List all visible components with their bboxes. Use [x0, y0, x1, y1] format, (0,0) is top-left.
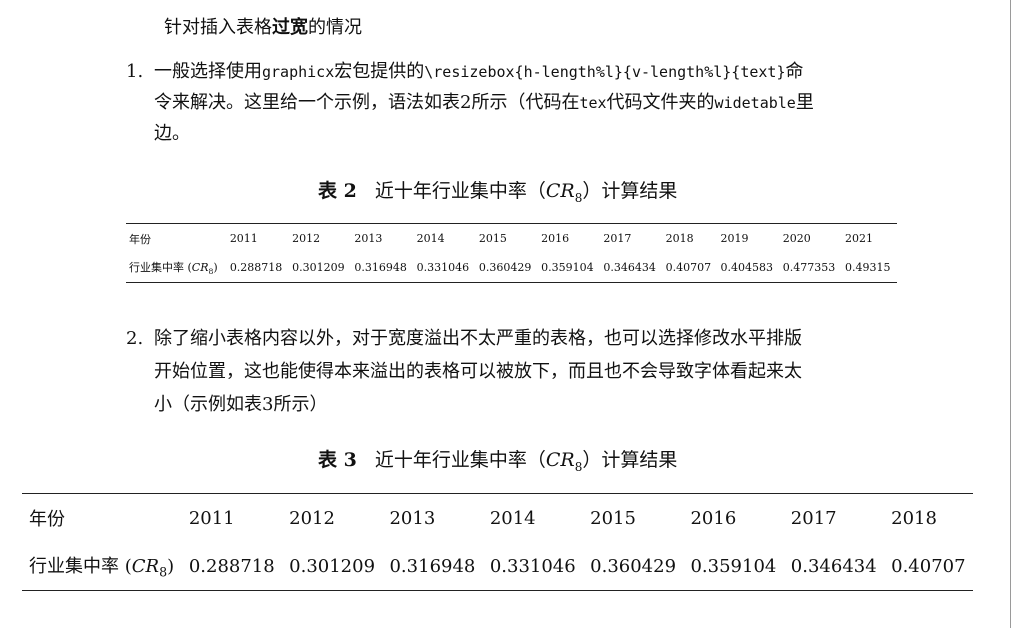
- item1-text-d: 令来解决。这里给一个示例，语法如表2所示（代码在: [154, 92, 580, 113]
- table2-year: 2016: [541, 232, 570, 245]
- table2-header-label: 年份: [129, 232, 151, 246]
- item2-line-1: 除了缩小表格内容以外，对于宽度溢出不太严重的表格，也可以选择修改水平排版: [154, 328, 802, 349]
- table2-year: 2011: [229, 232, 258, 245]
- table3-value: 0.359104: [690, 555, 777, 577]
- item1-line-2: 令来解决。这里给一个示例，语法如表2所示（代码在tex代码文件夹的widetab…: [154, 87, 814, 119]
- table2-caption-label: 表 2: [318, 180, 357, 202]
- table3-year: 2018: [891, 507, 937, 529]
- table2-row-label: 行业集中率 (CR8): [126, 253, 227, 283]
- table3-caption-label: 表 3: [318, 449, 357, 471]
- item1-code-widetable: widetable: [714, 94, 796, 112]
- table2-row-label-text: 行业集中率 (: [129, 260, 192, 274]
- table2-data-row: 行业集中率 (CR8) 0.288718 0.301209 0.316948 0…: [126, 253, 897, 283]
- table3: 年份 2011 2012 2013 2014 2015 2016 2017 20…: [22, 493, 973, 591]
- table2-year: 2015: [478, 232, 507, 245]
- table2-caption-end: ）计算结果: [582, 180, 678, 202]
- table3-caption-math: CR: [545, 449, 575, 471]
- table2-year: 2017: [603, 232, 632, 245]
- table2-year: 2020: [782, 232, 811, 245]
- table2-caption-sub: 8: [574, 190, 583, 205]
- table2-row-sub: 8: [208, 267, 214, 277]
- table2-value: 0.316948: [354, 261, 407, 274]
- table3-row-sub: 8: [159, 564, 168, 580]
- table2-value: 0.346434: [603, 261, 656, 274]
- table3-row-label-text: 行业集中率 (: [29, 556, 132, 578]
- table3-value: 0.301209: [289, 555, 376, 577]
- page-right-border: [1010, 0, 1011, 628]
- table2-caption-text: 近十年行业集中率（: [374, 180, 546, 202]
- table3-value: 0.316948: [389, 555, 476, 577]
- table2-year: 2019: [720, 232, 749, 245]
- item1-text-e: 代码文件夹的: [606, 92, 715, 113]
- table3-header-label: 年份: [29, 509, 65, 530]
- item1-text-a: 一般选择使用: [154, 61, 262, 82]
- table2-value: 0.477353: [782, 261, 836, 274]
- intro-paragraph: 针对插入表格过宽的情况: [164, 16, 362, 40]
- item1-text-f: 里: [795, 92, 814, 113]
- intro-text-before: 针对插入表格: [164, 17, 272, 38]
- item1-text-b: 宏包提供的: [334, 61, 425, 82]
- table3-year: 2013: [389, 507, 436, 529]
- table3-row-math: CR: [131, 556, 160, 578]
- table2-value: 0.288718: [229, 261, 283, 274]
- item1-code-tex: tex: [579, 94, 607, 112]
- table3-value: 0.288718: [188, 555, 275, 577]
- list-number-1: 1.: [126, 61, 144, 82]
- table3-value: 0.346434: [790, 555, 877, 577]
- table2-value: 0.49315: [845, 261, 891, 274]
- table3-caption-sub: 8: [574, 459, 583, 474]
- table2-value: 0.301209: [292, 261, 345, 274]
- table3-data-row: 行业集中率 (CR8) 0.288718 0.301209 0.316948 0…: [22, 542, 973, 591]
- item1-code-resizebox: \resizebox{h-length%l}{v-length%l}{text}: [424, 63, 786, 81]
- table2-row-math: CR: [191, 260, 209, 274]
- table3-caption-text: 近十年行业集中率（: [374, 449, 546, 471]
- table2-value: 0.40707: [665, 261, 712, 274]
- table3-value: 0.331046: [489, 555, 576, 577]
- table3-year: 2016: [690, 507, 737, 529]
- list-number-2: 2.: [126, 328, 144, 349]
- item1-code-graphicx: graphicx: [262, 63, 335, 81]
- table3-row-close: ): [167, 556, 175, 578]
- table2-value: 0.404583: [720, 261, 773, 274]
- item2-line-3: 小（示例如表3所示）: [154, 394, 328, 415]
- table2: 年份 2011 2012 2013 2014 2015 2016 2017 20…: [126, 223, 897, 283]
- table3-year: 2017: [790, 507, 837, 529]
- table2-caption-math: CR: [545, 180, 575, 202]
- table2-caption: 表 2 近十年行业集中率（CR8）计算结果: [318, 176, 677, 205]
- item1-text-c: 命: [785, 61, 804, 82]
- item1-line-3: 边。: [154, 123, 190, 144]
- table2-row-close: ): [213, 260, 218, 274]
- table2-value: 0.359104: [541, 261, 594, 274]
- table3-caption-end: ）计算结果: [582, 449, 678, 471]
- table3-value: 0.360429: [590, 555, 677, 577]
- table3-value: 0.40707: [891, 555, 966, 577]
- table3-year: 2011: [188, 507, 235, 529]
- intro-text-after: 的情况: [308, 17, 362, 38]
- table3-row-label: 行业集中率 (CR8): [22, 542, 182, 591]
- table2-year: 2014: [416, 232, 445, 245]
- table3-header-row: 年份 2011 2012 2013 2014 2015 2016 2017 20…: [22, 494, 973, 543]
- table2-year: 2021: [845, 232, 874, 245]
- table2-header-row: 年份 2011 2012 2013 2014 2015 2016 2017 20…: [126, 224, 897, 254]
- table2-year: 2012: [292, 232, 321, 245]
- table3-caption: 表 3 近十年行业集中率（CR8）计算结果: [318, 445, 677, 474]
- table2-year: 2018: [665, 232, 694, 245]
- table2-value: 0.331046: [416, 261, 470, 274]
- table3-year: 2015: [590, 507, 636, 529]
- table3-year: 2012: [289, 507, 335, 529]
- intro-text-bold: 过宽: [272, 17, 308, 38]
- item2-line-2: 开始位置，这也能使得本来溢出的表格可以被放下，而且也不会导致字体看起来太: [154, 361, 802, 382]
- item1-line-1: 一般选择使用graphicx宏包提供的\resizebox{h-length%l…: [154, 56, 803, 88]
- table2-value: 0.360429: [478, 261, 532, 274]
- table3-year: 2014: [489, 507, 536, 529]
- table2-year: 2013: [354, 232, 383, 245]
